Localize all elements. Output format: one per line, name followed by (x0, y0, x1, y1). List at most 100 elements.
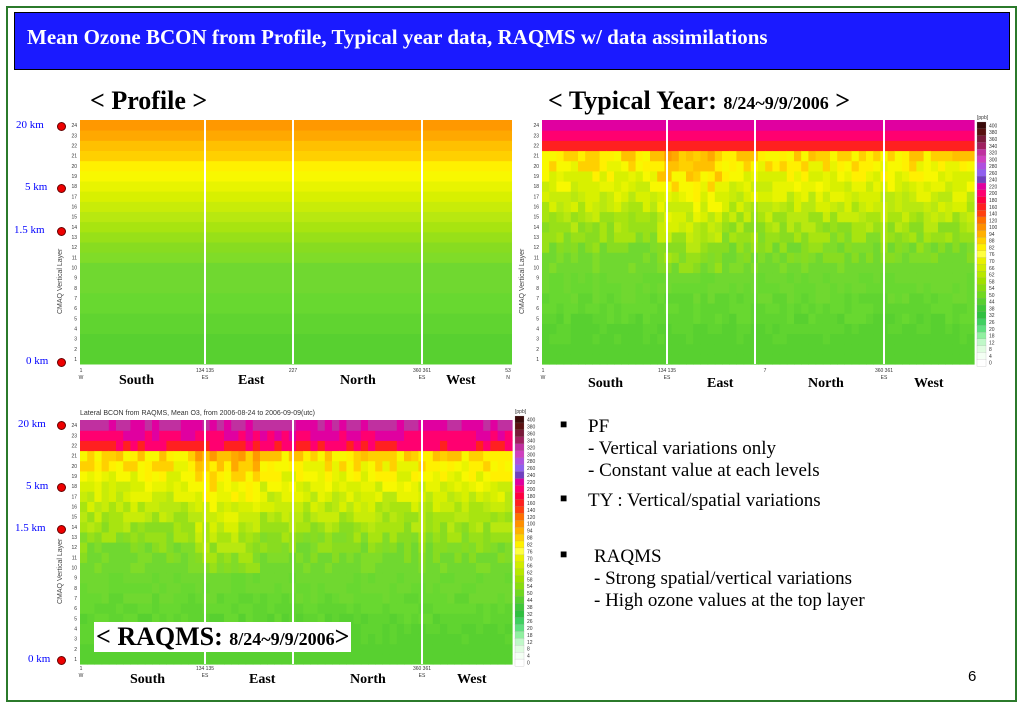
heat-cell (642, 150, 651, 162)
heat-cell (722, 242, 730, 253)
heat-cell (346, 440, 355, 452)
heat-cell (686, 282, 694, 294)
heat-cell (137, 653, 146, 665)
heat-cell (808, 323, 817, 335)
heat-cell (461, 572, 470, 584)
heat-cell (894, 323, 903, 335)
heat-cell (542, 191, 550, 202)
heat-cell (606, 221, 615, 233)
heat-cell (599, 252, 608, 263)
heat-cell (563, 333, 572, 345)
heat-cell (87, 521, 95, 533)
heat-cell (686, 333, 694, 345)
heat-cell (549, 282, 557, 294)
heat-cell (87, 501, 95, 513)
heat-cell (938, 221, 946, 233)
heat-cell (822, 313, 831, 324)
heat-cell (389, 440, 398, 452)
heat-cell (592, 191, 601, 202)
heat-cell (310, 440, 319, 452)
heat-cell (822, 242, 831, 253)
heat-cell (382, 542, 391, 553)
km-label-0-profile: 0 km (26, 355, 49, 367)
colorbar-label: 4 (527, 654, 530, 660)
heat-cell (621, 343, 629, 355)
heat-cell (180, 592, 189, 604)
profile-band (80, 130, 512, 141)
heat-cell (80, 531, 88, 543)
heat-cell (447, 440, 455, 452)
colorbar-swatch (976, 189, 987, 198)
heat-cell (714, 282, 723, 294)
heat-cell (628, 191, 637, 202)
heat-cell (786, 170, 795, 182)
heat-cell (714, 140, 723, 152)
heat-cell (202, 450, 211, 462)
heat-cell (339, 481, 347, 492)
heat-cell (267, 613, 275, 624)
heat-cell (440, 562, 448, 574)
heat-cell (468, 430, 477, 441)
heat-cell (245, 562, 254, 574)
heat-cell (801, 160, 809, 172)
y-tick-label: 18 (533, 184, 539, 190)
heat-cell (389, 501, 398, 513)
heat-cell (592, 252, 601, 263)
heat-cell (108, 481, 117, 492)
colorbar-label: 280 (527, 459, 536, 465)
heat-cell (123, 501, 131, 513)
heat-cell (375, 653, 383, 665)
heat-cell (324, 501, 333, 513)
heat-cell (216, 542, 225, 553)
heat-cell (375, 531, 383, 543)
heat-cell (411, 633, 419, 645)
heat-cell (310, 491, 319, 502)
colorbar-label: 120 (989, 218, 997, 224)
heat-cell (858, 292, 867, 304)
heat-cell (274, 603, 283, 614)
heat-cell (137, 562, 146, 574)
heat-cell (159, 450, 167, 462)
heat-cell (599, 292, 608, 304)
heat-cell (231, 440, 239, 452)
heat-cell (599, 272, 608, 284)
heat-cell (224, 481, 232, 492)
heat-cell (504, 603, 513, 614)
heat-cell (303, 613, 311, 624)
heat-cell (642, 262, 651, 274)
heat-cell (130, 460, 139, 472)
heat-cell (108, 440, 117, 452)
heat-cell (324, 420, 333, 431)
heat-cell (425, 552, 434, 563)
heat-cell (887, 282, 896, 294)
heat-cell (578, 120, 586, 131)
heat-cell (353, 481, 362, 492)
heat-cell (815, 333, 824, 345)
heat-cell (173, 491, 182, 502)
colorbar-swatch (976, 155, 987, 164)
heat-cell (556, 140, 565, 152)
heat-cell (310, 653, 319, 665)
heat-cell (317, 460, 326, 472)
heat-cell (144, 430, 153, 441)
heat-cell (108, 511, 117, 523)
heat-cell (858, 323, 867, 335)
y-tick-label: 3 (74, 337, 77, 343)
heat-cell (152, 460, 160, 472)
heat-cell (945, 282, 953, 294)
heat-cell (404, 440, 412, 452)
heat-cell (101, 531, 110, 543)
heat-cell (432, 613, 441, 624)
heat-cell (779, 150, 788, 162)
heat-cell (851, 221, 860, 233)
x-tick-label: ES (202, 673, 209, 679)
heat-cell (382, 420, 391, 431)
heat-cell (94, 552, 103, 563)
heat-cell (346, 582, 355, 594)
profile-band (80, 211, 512, 223)
heat-cell (614, 252, 622, 263)
heat-cell (707, 160, 716, 172)
heat-cell (599, 353, 608, 365)
heat-cell (303, 521, 311, 533)
heat-cell (786, 221, 795, 233)
